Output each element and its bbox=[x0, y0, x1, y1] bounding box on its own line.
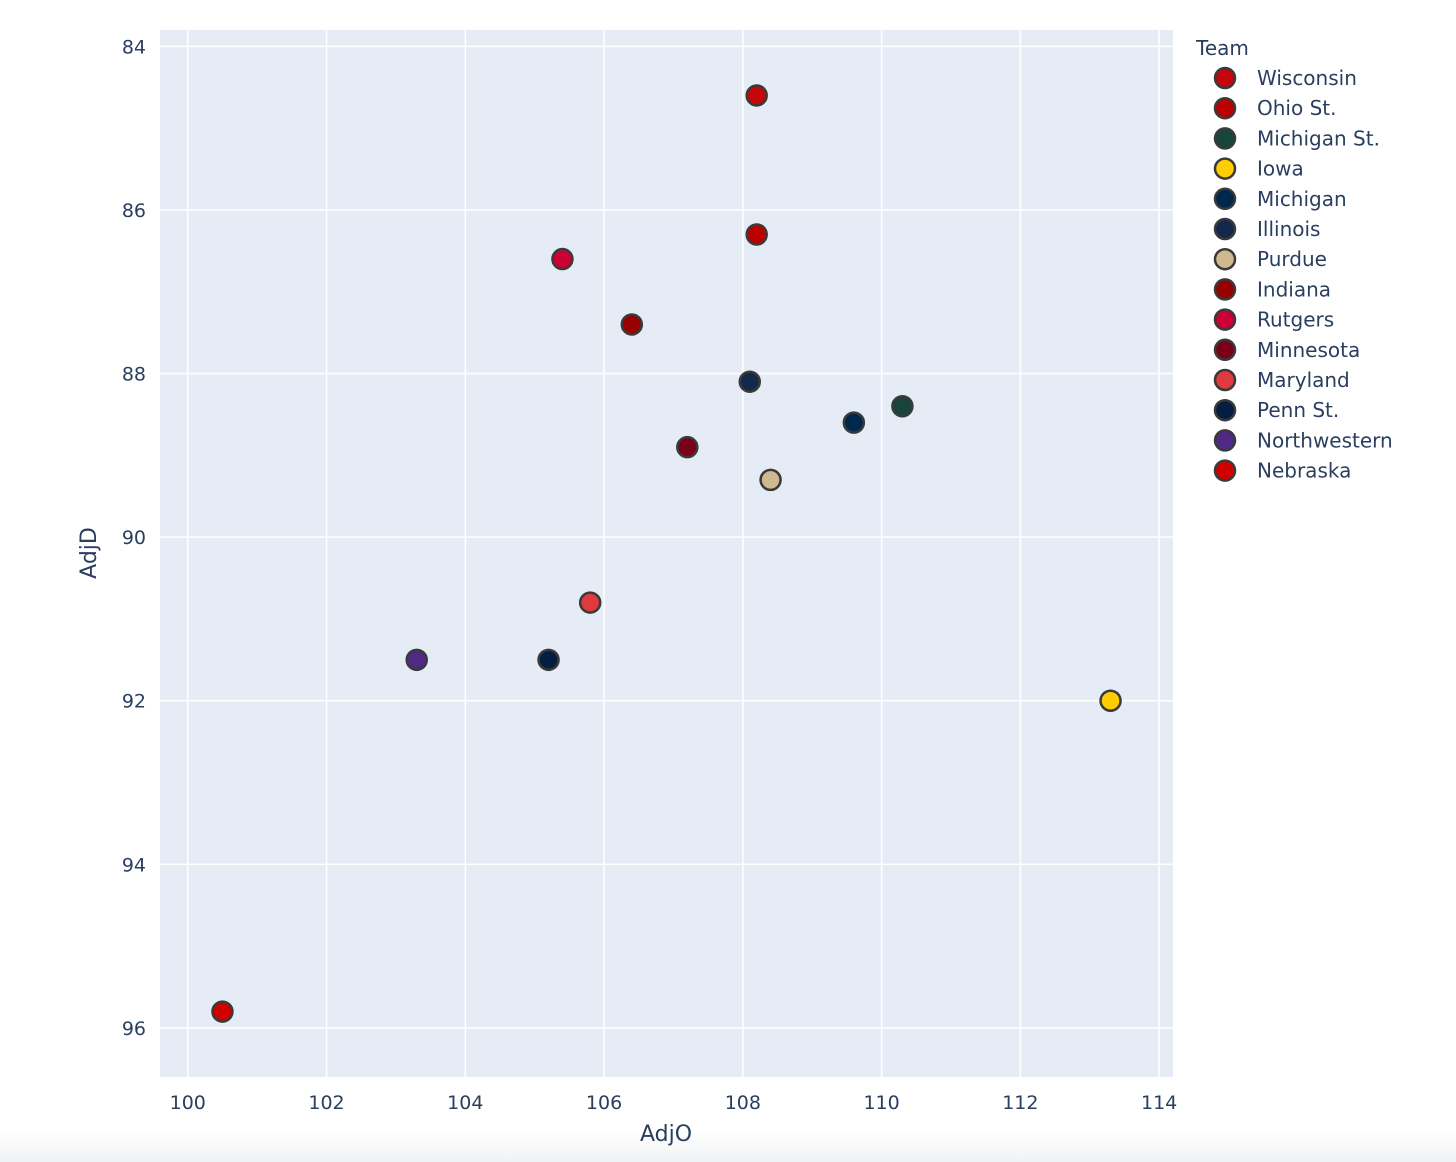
x-tick-label: 108 bbox=[725, 1092, 761, 1114]
data-point[interactable] bbox=[211, 1000, 234, 1023]
legend-item[interactable]: Wisconsin bbox=[1213, 66, 1357, 90]
data-point[interactable] bbox=[842, 411, 866, 434]
legend-item[interactable]: Purdue bbox=[1213, 247, 1327, 271]
legend-item[interactable]: Maryland bbox=[1213, 368, 1350, 392]
y-tick-label: 96 bbox=[122, 1018, 146, 1040]
y-tick-label: 90 bbox=[122, 527, 146, 549]
plot-area bbox=[160, 30, 1173, 1077]
y-tick-label: 94 bbox=[122, 854, 146, 876]
legend-marker bbox=[1213, 187, 1237, 211]
legend-marker bbox=[1213, 96, 1237, 120]
data-points bbox=[211, 84, 1122, 1023]
legend-item[interactable]: Northwestern bbox=[1213, 428, 1393, 452]
legend-marker bbox=[1213, 308, 1237, 331]
data-point[interactable] bbox=[891, 395, 914, 418]
y-tick-label: 88 bbox=[122, 364, 146, 386]
legend[interactable]: Team Wisconsin Ohio St. Michigan St. Iowa Mi… bbox=[1195, 36, 1393, 483]
legend-marker bbox=[1213, 368, 1237, 392]
legend-marker bbox=[1213, 429, 1237, 452]
x-axis-title: AdjO bbox=[640, 1122, 692, 1147]
legend-label: Penn St. bbox=[1257, 398, 1339, 422]
legend-marker bbox=[1213, 217, 1237, 241]
legend-label: Minnesota bbox=[1257, 338, 1360, 362]
legend-label: Ohio St. bbox=[1257, 96, 1336, 120]
legend-label: Purdue bbox=[1257, 247, 1327, 271]
x-axis-ticks: 100 102 104 106 108 110 112 114 bbox=[170, 1092, 1178, 1114]
data-point[interactable] bbox=[745, 84, 768, 107]
legend-item[interactable]: Michigan bbox=[1213, 187, 1347, 211]
data-point[interactable] bbox=[759, 468, 782, 492]
y-tick-label: 84 bbox=[122, 36, 146, 58]
legend-label: Nebraska bbox=[1257, 459, 1351, 483]
legend-label: Michigan St. bbox=[1257, 126, 1380, 150]
data-point[interactable] bbox=[738, 370, 762, 393]
legend-label: Michigan bbox=[1257, 187, 1347, 211]
legend-item[interactable]: Minnesota bbox=[1213, 338, 1360, 362]
data-point[interactable] bbox=[537, 648, 560, 672]
legend-title: Team bbox=[1195, 36, 1249, 60]
legend-marker bbox=[1213, 459, 1237, 482]
legend-item[interactable]: Indiana bbox=[1213, 277, 1331, 301]
legend-label: Iowa bbox=[1257, 157, 1304, 181]
bottom-fade bbox=[0, 1130, 1456, 1162]
legend-label: Northwestern bbox=[1257, 428, 1393, 452]
legend-label: Maryland bbox=[1257, 368, 1350, 392]
x-tick-label: 106 bbox=[586, 1092, 622, 1114]
legend-item[interactable]: Nebraska bbox=[1213, 459, 1351, 483]
legend-label: Indiana bbox=[1257, 277, 1331, 301]
data-point[interactable] bbox=[551, 247, 574, 271]
x-tick-label: 100 bbox=[170, 1092, 206, 1114]
x-tick-label: 112 bbox=[1002, 1092, 1038, 1114]
data-point[interactable] bbox=[745, 223, 768, 246]
data-point[interactable] bbox=[578, 591, 602, 614]
y-axis-ticks: 84 86 88 90 92 94 96 bbox=[122, 36, 146, 1040]
legend-label: Illinois bbox=[1257, 217, 1320, 241]
legend-item[interactable]: Ohio St. bbox=[1213, 96, 1336, 120]
y-tick-label: 92 bbox=[122, 691, 146, 713]
legend-marker bbox=[1213, 66, 1237, 90]
x-tick-label: 110 bbox=[863, 1092, 899, 1114]
y-axis-title: AdjD bbox=[77, 527, 102, 579]
x-tick-label: 114 bbox=[1141, 1092, 1177, 1114]
legend-item[interactable]: Michigan St. bbox=[1213, 126, 1380, 150]
gridlines bbox=[160, 30, 1173, 1077]
x-tick-label: 104 bbox=[447, 1092, 483, 1114]
y-tick-label: 86 bbox=[122, 200, 146, 222]
legend-marker bbox=[1213, 338, 1237, 362]
legend-marker bbox=[1213, 127, 1237, 150]
legend-item[interactable]: Rutgers bbox=[1213, 308, 1334, 332]
legend-item[interactable]: Penn St. bbox=[1213, 398, 1339, 422]
x-tick-label: 102 bbox=[308, 1092, 344, 1114]
legend-label: Rutgers bbox=[1257, 308, 1334, 332]
legend-label: Wisconsin bbox=[1257, 66, 1357, 90]
data-point[interactable] bbox=[620, 313, 644, 336]
legend-marker bbox=[1213, 398, 1237, 422]
legend-items[interactable]: Wisconsin Ohio St. Michigan St. Iowa Michiga… bbox=[1213, 66, 1393, 483]
legend-item[interactable]: Illinois bbox=[1213, 217, 1320, 241]
data-point[interactable] bbox=[405, 648, 428, 672]
legend-marker bbox=[1213, 247, 1237, 271]
legend-item[interactable]: Iowa bbox=[1213, 157, 1304, 181]
data-point[interactable] bbox=[1099, 689, 1122, 712]
legend-marker bbox=[1213, 157, 1237, 180]
legend-marker bbox=[1213, 278, 1237, 301]
data-point[interactable] bbox=[676, 435, 699, 459]
